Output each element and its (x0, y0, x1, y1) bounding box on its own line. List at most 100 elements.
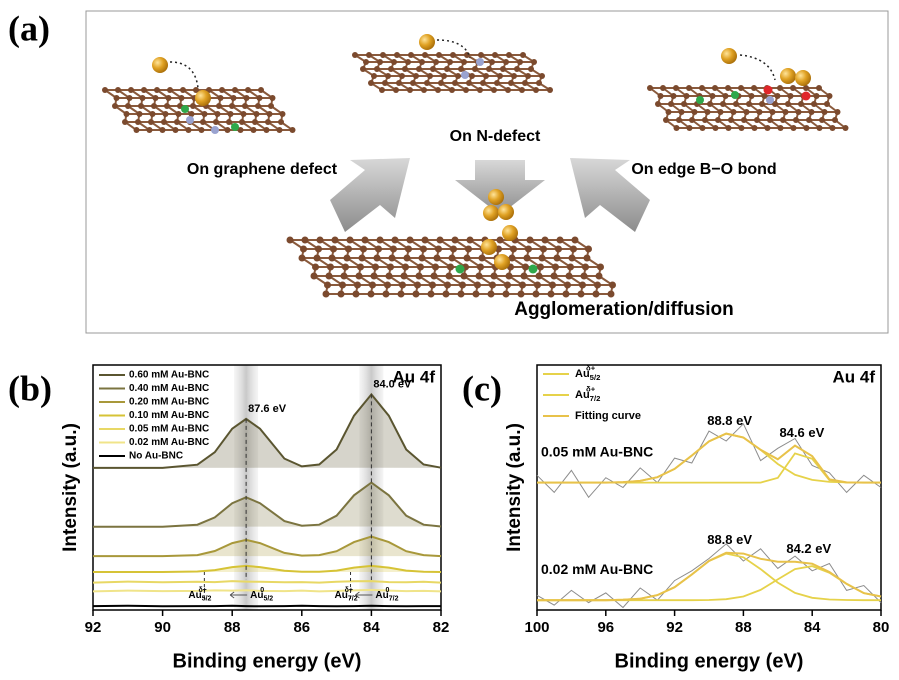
atom (464, 255, 471, 262)
atom (280, 111, 286, 117)
label-sup: δ+ (198, 587, 206, 594)
atom (147, 127, 153, 133)
atom (356, 273, 363, 280)
atom (413, 73, 419, 79)
atom (790, 85, 796, 91)
atom (739, 125, 745, 131)
atom (433, 59, 439, 65)
atom (174, 119, 180, 125)
atom (511, 73, 517, 79)
atom (474, 282, 481, 289)
series-line (93, 581, 441, 583)
atom (817, 125, 823, 131)
atom (508, 80, 514, 86)
atom (518, 291, 525, 298)
panel-label: (a) (8, 8, 50, 48)
atom (503, 291, 510, 298)
atom (332, 237, 339, 244)
atom (390, 246, 397, 253)
atom (241, 111, 247, 117)
atom (554, 255, 561, 262)
gold-atom (152, 57, 168, 73)
atom (264, 127, 270, 133)
atom (345, 246, 352, 253)
atom (476, 273, 483, 280)
atom (497, 237, 504, 244)
atom (785, 101, 791, 107)
atom (692, 109, 698, 115)
atom (778, 125, 784, 131)
atom (824, 101, 830, 107)
atom (267, 111, 273, 117)
atom (466, 80, 472, 86)
atom (382, 80, 388, 86)
atom (726, 125, 732, 131)
atom (788, 93, 794, 99)
atom (160, 127, 166, 133)
atom (148, 119, 154, 125)
atom (229, 103, 235, 109)
atom (380, 52, 386, 58)
atom (830, 125, 836, 131)
atom (684, 93, 690, 99)
atom (164, 103, 170, 109)
atom (503, 59, 509, 65)
atom (552, 264, 559, 271)
atom (368, 291, 375, 298)
atom (244, 95, 250, 101)
atom (567, 264, 574, 271)
atom (360, 66, 366, 72)
atom (311, 273, 318, 280)
atom (500, 66, 506, 72)
atom (461, 71, 469, 79)
x-tick-label: 100 (524, 619, 549, 636)
schematic-label: On N-defect (450, 128, 541, 145)
peak-label: 84.0 eV (373, 378, 412, 390)
atom (312, 264, 319, 271)
atom (211, 126, 219, 134)
atom (712, 85, 718, 91)
atom (488, 291, 495, 298)
atom (437, 237, 444, 244)
atom (393, 87, 399, 93)
panel-label: (c) (462, 368, 502, 408)
schematic-label: Agglomeration/diffusion (514, 299, 734, 320)
atom (402, 66, 408, 72)
species-label: Au5/2δ+ (575, 364, 600, 382)
atom (384, 282, 391, 289)
atom (705, 109, 711, 115)
atom (375, 246, 382, 253)
atom (434, 255, 441, 262)
atom (463, 87, 469, 93)
atom (673, 85, 679, 91)
atom (597, 264, 604, 271)
atom (127, 95, 133, 101)
atom (446, 273, 453, 280)
atom (452, 237, 459, 244)
label-sub: 7/2 (389, 595, 399, 602)
atom (647, 85, 653, 91)
atom (584, 255, 591, 262)
atom (428, 291, 435, 298)
gold-atom (488, 189, 504, 205)
atom (478, 52, 484, 58)
atom (232, 87, 238, 93)
x-tick-label: 92 (85, 619, 102, 636)
atom (404, 255, 411, 262)
atom (435, 87, 441, 93)
atom (317, 237, 324, 244)
atom (216, 103, 222, 109)
atom (655, 101, 661, 107)
atom (491, 87, 497, 93)
x-tick-label: 92 (666, 619, 683, 636)
atom (473, 291, 480, 298)
schematic-label: On graphene defect (187, 161, 338, 178)
atom (385, 73, 391, 79)
sample-label: 0.02 mM Au-BNC (541, 561, 653, 577)
atom (176, 111, 182, 117)
atom (180, 87, 186, 93)
atom (539, 73, 545, 79)
atom (258, 87, 264, 93)
gold-atom (795, 70, 811, 86)
atom (420, 246, 427, 253)
